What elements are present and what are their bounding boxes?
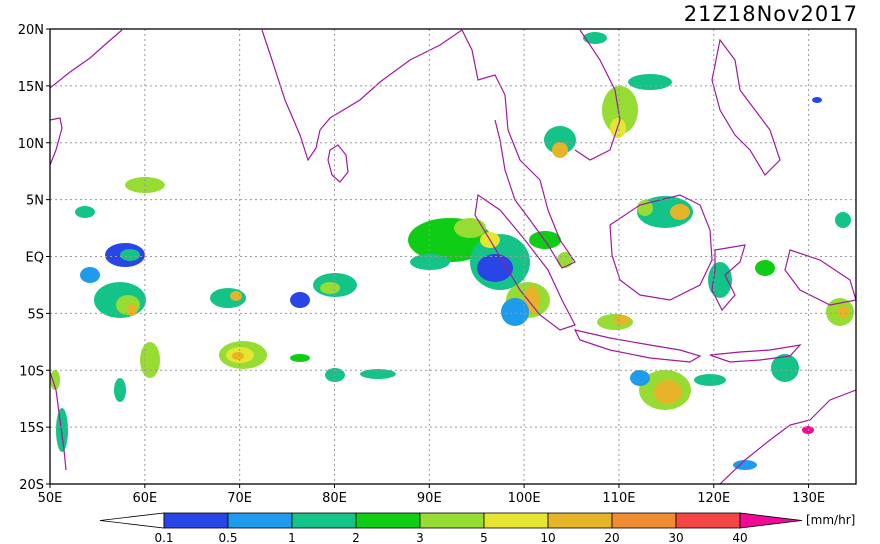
colorbar-label: 10 bbox=[540, 531, 555, 544]
rain-cluster-borneo bbox=[597, 196, 693, 330]
colorbar-label: 3 bbox=[416, 531, 424, 544]
latitude-labels: 20N 15N 10N 5N EQ 5S 10S 15S 20S bbox=[18, 23, 50, 493]
sulawesi bbox=[711, 244, 746, 312]
rain-cluster-south-edge bbox=[50, 370, 68, 452]
arabia-coast bbox=[50, 29, 123, 89]
colorbar-label: 0.5 bbox=[218, 531, 237, 544]
colorbar-swatch bbox=[675, 512, 741, 529]
philippines bbox=[711, 38, 781, 176]
colorbar-label: 30 bbox=[668, 531, 683, 544]
lon-tick-label: 80E bbox=[322, 491, 347, 506]
colorbar-min-triangle bbox=[99, 512, 165, 529]
lon-tick-label: 50E bbox=[38, 491, 63, 506]
lat-tick-label: 15S bbox=[19, 421, 44, 436]
colorbar-label: 40 bbox=[732, 531, 747, 544]
rain-cluster-java bbox=[630, 370, 726, 410]
colorbar-swatch bbox=[547, 512, 613, 529]
lon-tick-label: 70E bbox=[227, 491, 252, 506]
colorbar-swatch bbox=[291, 512, 357, 529]
lat-tick-label: 15N bbox=[18, 80, 44, 95]
lon-tick-label: 100E bbox=[508, 491, 541, 506]
lon-tick-label: 120E bbox=[697, 491, 730, 506]
lat-tick-label: 5N bbox=[26, 194, 44, 209]
somalia-coast bbox=[50, 117, 63, 166]
lat-tick-label: 20S bbox=[19, 478, 44, 493]
map-title: 21Z18Nov2017 bbox=[683, 2, 858, 26]
longitude-labels: 50E 60E 70E 80E 90E 100E 110E 120E 130E bbox=[38, 484, 825, 506]
colorbar: 0.1 0.5 1 2 3 5 10 20 30 40 bbox=[99, 512, 803, 544]
colorbar-swatch bbox=[227, 512, 293, 529]
colorbar-label: 5 bbox=[480, 531, 488, 544]
colorbar-swatch bbox=[419, 512, 485, 529]
lat-tick-label: 10S bbox=[19, 364, 44, 379]
rain-cluster-west bbox=[75, 177, 165, 402]
sri-lanka bbox=[327, 144, 349, 183]
africa-east-coast bbox=[50, 371, 67, 471]
colorbar-swatch bbox=[611, 512, 677, 529]
coastlines bbox=[50, 29, 856, 484]
rain-cluster-indochina bbox=[544, 32, 672, 158]
colorbar-max-triangle bbox=[739, 512, 803, 529]
colorbar-label: 0.1 bbox=[154, 531, 173, 544]
lon-tick-label: 90E bbox=[417, 491, 442, 506]
india-coast bbox=[261, 29, 463, 162]
rain-cluster-10s-70e bbox=[219, 341, 396, 382]
java bbox=[573, 329, 702, 363]
new-guinea bbox=[784, 249, 856, 306]
colorbar-swatch bbox=[163, 512, 229, 529]
lon-tick-label: 60E bbox=[132, 491, 157, 506]
colorbar-swatch bbox=[355, 512, 421, 529]
australia-coast bbox=[719, 389, 856, 484]
sumatra bbox=[474, 193, 576, 331]
myanmar-thai-malay bbox=[461, 29, 576, 269]
colorbar-label: 2 bbox=[352, 531, 360, 544]
lon-tick-label: 130E bbox=[792, 491, 825, 506]
colorbar-unit: [mm/hr] bbox=[806, 513, 855, 527]
colorbar-swatch bbox=[483, 512, 549, 529]
lat-tick-label: 10N bbox=[18, 137, 44, 152]
graticule bbox=[50, 29, 856, 484]
lat-tick-label: 5S bbox=[27, 307, 44, 322]
lat-tick-label: 20N bbox=[18, 23, 44, 38]
rain-cluster-sumatra bbox=[470, 232, 550, 326]
lesser-sunda bbox=[709, 344, 802, 363]
lat-tick-label: EQ bbox=[26, 251, 44, 266]
colorbar-label: 1 bbox=[288, 531, 296, 544]
rain-cluster-80e bbox=[210, 273, 357, 308]
colorbar-label: 20 bbox=[604, 531, 619, 544]
lon-tick-label: 110E bbox=[602, 491, 635, 506]
vietnam-coast bbox=[574, 29, 621, 161]
precipitation-cells bbox=[50, 32, 854, 470]
